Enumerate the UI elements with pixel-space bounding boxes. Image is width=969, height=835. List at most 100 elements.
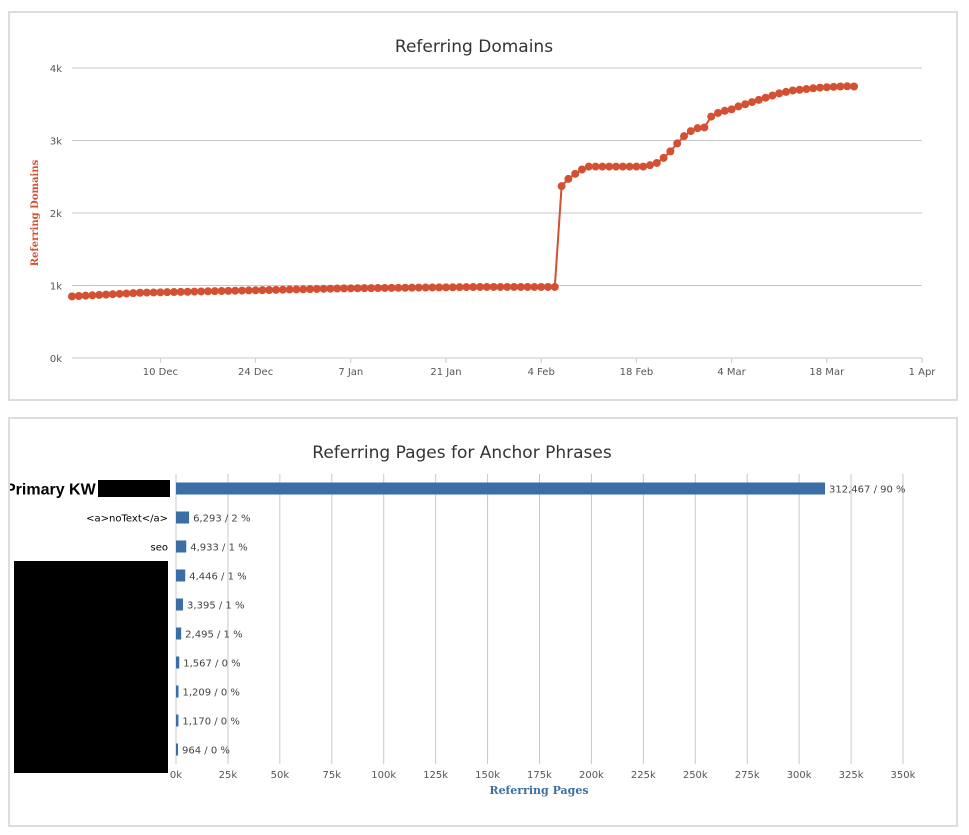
data-point <box>333 284 342 293</box>
data-point <box>639 162 648 171</box>
y-gridlines <box>72 67 922 359</box>
data-point <box>741 100 750 109</box>
data-point <box>496 282 505 291</box>
data-point <box>455 283 464 292</box>
data-point <box>782 87 790 96</box>
y-axis-label: Referring Domains <box>30 159 41 266</box>
data-point <box>850 82 858 91</box>
data-point <box>299 285 308 294</box>
data-point <box>768 91 777 100</box>
data-label: 3,395 / 1 % <box>187 601 244 612</box>
x-tick-label: 125k <box>423 770 448 781</box>
data-point <box>421 283 430 292</box>
data-point <box>231 286 240 295</box>
data-point <box>129 289 138 298</box>
data-label: 964 / 0 % <box>182 746 230 757</box>
data-point <box>197 287 206 296</box>
x-gridlines <box>175 474 904 764</box>
data-point <box>258 286 267 295</box>
data-label: 1,567 / 0 % <box>183 659 240 670</box>
y-tick-label: 1k <box>50 282 62 293</box>
data-point <box>183 287 192 296</box>
data-point <box>374 284 382 293</box>
data-point <box>503 282 512 291</box>
data-point <box>727 105 736 114</box>
data-point <box>414 283 423 292</box>
redaction-block <box>14 561 168 773</box>
data-point <box>537 282 546 291</box>
data-point <box>176 287 185 296</box>
data-point <box>829 82 838 91</box>
bar <box>176 685 179 698</box>
data-point <box>380 283 389 292</box>
data-point <box>843 82 852 91</box>
data-point <box>564 174 573 183</box>
data-point <box>510 282 518 291</box>
data-point <box>319 284 328 293</box>
data-point <box>285 285 294 294</box>
data-point <box>754 95 763 104</box>
data-point <box>108 290 117 299</box>
data-point <box>523 282 532 291</box>
bars: 312,467 / 90 % 6,293 / 2 % 4,933 / 1 % 4,44… <box>176 482 906 757</box>
data-point <box>673 139 682 148</box>
data-point <box>367 284 376 293</box>
data-point <box>204 287 212 296</box>
data-point <box>612 162 620 171</box>
x-tick-label: 21 Jan <box>430 367 461 378</box>
x-tick-label: 24 Dec <box>238 367 273 378</box>
data-point <box>88 291 97 300</box>
data-point <box>122 289 131 298</box>
data-point <box>448 283 457 292</box>
data-point <box>816 83 824 92</box>
x-tick-label: 250k <box>683 770 708 781</box>
data-point <box>68 292 76 301</box>
bar <box>176 743 179 756</box>
x-tick-label: 4 Mar <box>717 367 746 378</box>
y-tick-label: 2k <box>50 209 62 220</box>
data-point <box>292 285 301 294</box>
x-tick-label: 325k <box>839 770 864 781</box>
data-point <box>142 288 151 297</box>
data-point <box>190 287 199 296</box>
data-point <box>115 289 124 298</box>
data-point <box>544 282 552 291</box>
data-point <box>822 83 831 92</box>
data-point <box>761 93 770 102</box>
x-tick-label: 200k <box>579 770 604 781</box>
data-label: 4,446 / 1 % <box>189 572 246 583</box>
data-label: 1,209 / 0 % <box>183 688 240 699</box>
data-point <box>584 162 593 171</box>
data-point <box>306 285 314 294</box>
y-tick-label: 4k <box>50 64 62 75</box>
x-tick-label: 25k <box>219 770 238 781</box>
data-point <box>482 282 491 291</box>
x-tick-labels: 0k 25k 50k 75k 100k 125k 150k 175k 200k 225k 250k 2… <box>170 770 916 781</box>
data-label: 2,495 / 1 % <box>185 630 242 641</box>
data-point <box>693 124 702 133</box>
x-tick-label: 350k <box>891 770 916 781</box>
data-point <box>632 162 641 171</box>
plot-area <box>68 82 858 301</box>
bar <box>176 569 186 582</box>
data-point <box>530 282 539 291</box>
x-tick-label: 300k <box>787 770 812 781</box>
bar <box>176 482 826 495</box>
data-point <box>435 283 444 292</box>
data-point <box>618 162 627 171</box>
data-point <box>272 285 280 294</box>
data-point <box>210 287 219 296</box>
data-point <box>646 161 654 170</box>
data-point <box>802 85 811 94</box>
data-point <box>102 290 110 299</box>
bar <box>176 627 182 640</box>
data-point <box>489 282 498 291</box>
data-point <box>251 286 260 295</box>
chart-title: Referring Pages for Anchor Phrases <box>312 443 612 463</box>
data-point <box>809 84 818 93</box>
data-label: 312,467 / 90 % <box>829 485 905 496</box>
x-tick-label: 7 Jan <box>338 367 363 378</box>
data-point <box>707 112 716 121</box>
redaction-block <box>98 480 170 497</box>
bar <box>176 598 184 611</box>
